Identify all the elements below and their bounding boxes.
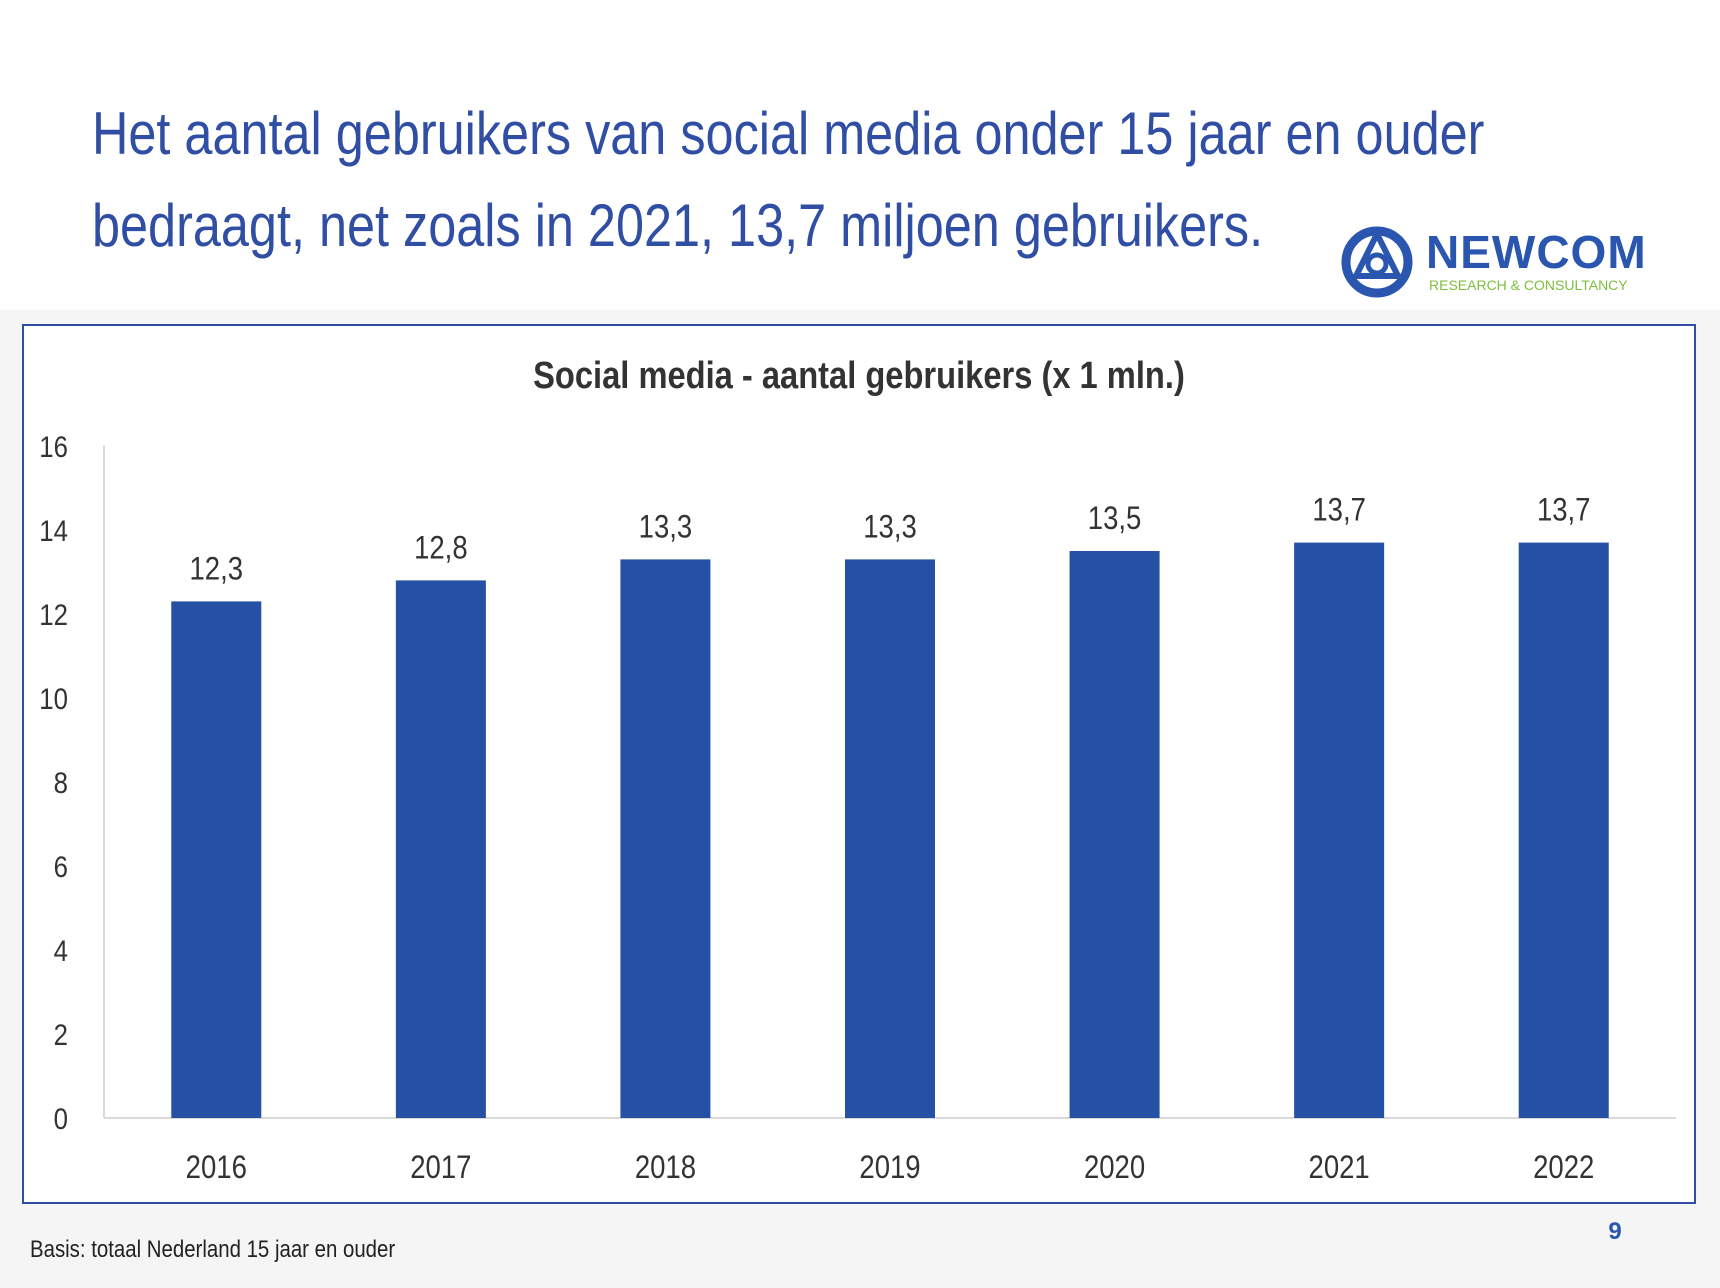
y-tick-label-6: 6	[54, 850, 68, 883]
slide-title-line-1: Het aantal gebruikers van social media o…	[92, 100, 1485, 167]
y-tick-label-16: 16	[39, 430, 68, 463]
y-tick-label-4: 4	[54, 934, 68, 967]
y-tick-label-2: 2	[54, 1018, 68, 1051]
bar-2020	[1069, 551, 1160, 1118]
bar-2018	[620, 559, 711, 1118]
y-tick-label-10: 10	[39, 682, 68, 715]
data-label-2021: 13,7	[1312, 493, 1366, 528]
bar-2019	[845, 559, 935, 1118]
footnote: Basis: totaal Nederland 15 jaar en ouder	[30, 1236, 396, 1263]
newcom-logo: NEWCOM RESEARCH & CONSULTANCY	[1340, 222, 1690, 302]
x-tick-label-2018: 2018	[635, 1150, 696, 1185]
bar-2021	[1294, 542, 1385, 1118]
chart-title: Social media - aantal gebruikers (x 1 ml…	[533, 354, 1185, 397]
x-tick-label-2019: 2019	[859, 1150, 920, 1185]
data-label-2020: 13,5	[1088, 501, 1142, 536]
x-tick-label-2021: 2021	[1309, 1150, 1370, 1185]
x-tick-label-2017: 2017	[410, 1150, 471, 1185]
bar-chart: Social media - aantal gebruikers (x 1 ml…	[39, 354, 1676, 1186]
chart-container: Social media - aantal gebruikers (x 1 ml…	[22, 324, 1696, 1204]
data-label-2022: 13,7	[1537, 493, 1591, 528]
bar-2016	[171, 601, 262, 1118]
x-tick-label-2020: 2020	[1084, 1150, 1145, 1185]
slide-title-line-2: bedraagt, net zoals in 2021, 13,7 miljoe…	[92, 192, 1264, 259]
y-tick-label-0: 0	[54, 1102, 68, 1135]
y-tick-label-14: 14	[39, 514, 68, 547]
newcom-logo-icon	[1341, 226, 1413, 298]
page-number: 9	[1608, 1218, 1622, 1245]
x-tick-label-2016: 2016	[186, 1150, 247, 1185]
data-label-2016: 12,3	[190, 552, 244, 587]
bar-2022	[1518, 542, 1609, 1118]
y-tick-label-8: 8	[54, 766, 68, 799]
data-label-2019: 13,3	[863, 510, 917, 545]
logo-subtitle: RESEARCH & CONSULTANCY	[1429, 277, 1628, 293]
data-label-2018: 13,3	[639, 510, 693, 545]
bar-2017	[395, 580, 486, 1118]
header-area	[0, 0, 1720, 310]
x-tick-label-2022: 2022	[1533, 1150, 1594, 1185]
slide-title: Het aantal gebruikers van social media o…	[92, 88, 1485, 272]
logo-name: NEWCOM	[1426, 226, 1647, 278]
y-tick-label-12: 12	[39, 598, 68, 631]
data-label-2017: 12,8	[414, 531, 468, 566]
